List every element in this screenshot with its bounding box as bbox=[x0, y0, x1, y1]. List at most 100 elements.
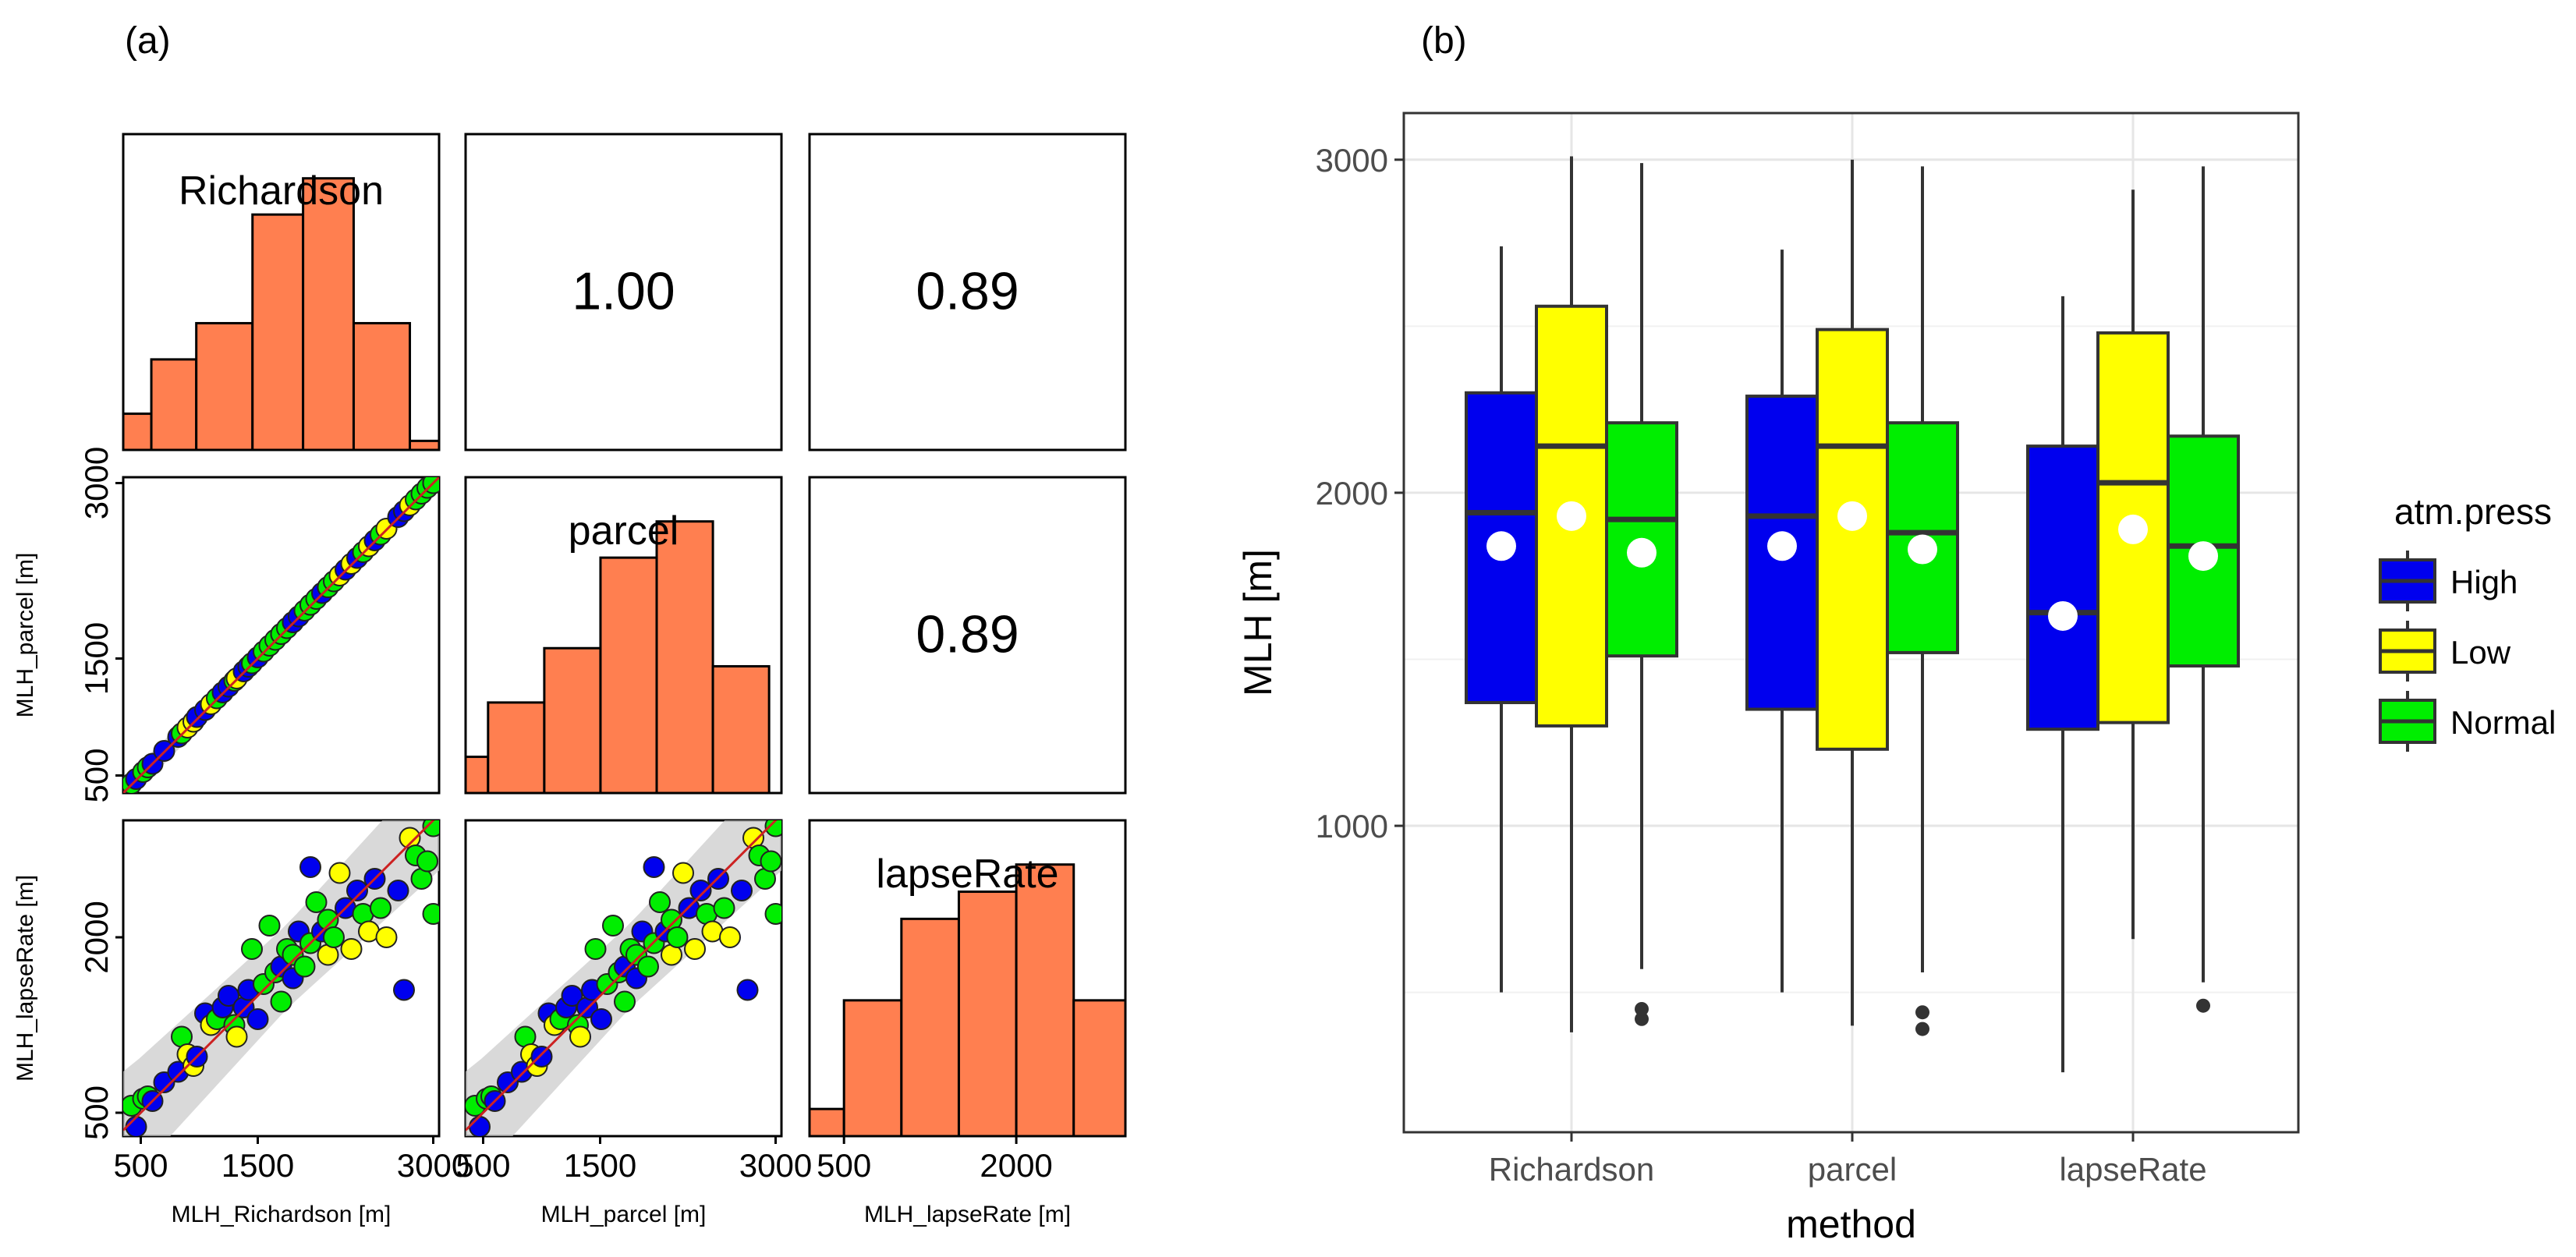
histogram-bar bbox=[808, 1107, 845, 1138]
mean-marker bbox=[1627, 537, 1657, 568]
histogram-bar bbox=[1015, 863, 1075, 1138]
scatter-point bbox=[637, 955, 659, 978]
scatter-point bbox=[643, 856, 665, 878]
histogram-bar bbox=[352, 321, 412, 451]
scatter-point bbox=[258, 915, 281, 937]
x-tick-label: 1500 bbox=[564, 1147, 636, 1184]
x-tick-label: parcel bbox=[1808, 1151, 1897, 1188]
mean-marker bbox=[1837, 501, 1867, 531]
histogram-bar bbox=[251, 213, 305, 451]
x-axis-title: MLH_lapseRate [m] bbox=[864, 1202, 1071, 1227]
mean-marker bbox=[1908, 534, 1937, 565]
mean-marker bbox=[1767, 531, 1797, 561]
scatter-point bbox=[370, 897, 392, 919]
x-axis-title: MLH_parcel [m] bbox=[541, 1202, 707, 1227]
x-axis-title: method bbox=[1786, 1202, 1916, 1246]
fit-line bbox=[123, 477, 439, 793]
outlier-point bbox=[1915, 1022, 1929, 1036]
histogram-bar bbox=[711, 664, 771, 795]
scatter-point bbox=[375, 926, 398, 948]
outlier-point bbox=[2196, 998, 2210, 1013]
correlation-value: 1.00 bbox=[572, 262, 675, 321]
box-lapseRate-High bbox=[2026, 444, 2099, 731]
panel-label-b: (b) bbox=[1421, 20, 1467, 62]
fit-line bbox=[466, 820, 778, 1131]
scatter-point bbox=[299, 856, 321, 878]
scatter-matrix: Richardson 1.00 0.89 parcel 0.89 lapseRate 500… bbox=[12, 133, 1127, 1227]
scatter-point bbox=[672, 862, 694, 884]
scatter-point bbox=[422, 903, 439, 925]
scatter-point bbox=[731, 880, 753, 901]
histogram-bar bbox=[122, 413, 153, 451]
scatter-point bbox=[225, 1025, 248, 1048]
matrix-panel-1-2 bbox=[808, 476, 1127, 795]
matrix-panel-0-1 bbox=[464, 133, 783, 451]
x-axis-title: MLH_Richardson [m] bbox=[172, 1202, 392, 1227]
histogram-bar bbox=[1072, 999, 1127, 1138]
boxplot-chart: 1000 2000 3000 Richardson parcel lapseRate met… bbox=[1236, 112, 2556, 1246]
x-tick-label: 1500 bbox=[221, 1147, 294, 1184]
scatter-point bbox=[246, 1008, 269, 1030]
scatter-point bbox=[125, 1116, 147, 1136]
scatter-panel-2-1 bbox=[466, 820, 781, 1136]
y-tick-label: 1500 bbox=[78, 622, 115, 695]
histogram-bar bbox=[150, 358, 198, 451]
correlation-value: 0.89 bbox=[916, 605, 1019, 664]
scatter-point bbox=[713, 897, 735, 919]
matrix-panel-0-2 bbox=[808, 133, 1127, 451]
scatter-point bbox=[569, 1025, 591, 1048]
legend-label-High: High bbox=[2450, 564, 2518, 600]
x-tick-label: lapseRate bbox=[2059, 1151, 2206, 1188]
mean-marker bbox=[2048, 600, 2078, 631]
x-tick-label: 3000 bbox=[739, 1147, 812, 1184]
legend-title: atm.press bbox=[2394, 491, 2552, 532]
panel-label-a: (a) bbox=[125, 20, 171, 62]
histogram-bar bbox=[842, 999, 903, 1138]
scatter-point bbox=[590, 1008, 612, 1030]
x-tick-label: 500 bbox=[455, 1147, 510, 1184]
scatter-point bbox=[614, 990, 636, 1013]
histogram-bar bbox=[599, 556, 658, 795]
scatter-point bbox=[270, 990, 292, 1013]
outlier-point bbox=[1635, 1011, 1649, 1026]
diag-label-Richardson: Richardson bbox=[179, 168, 384, 214]
scatter-point bbox=[293, 955, 316, 978]
y-tick-label: 1000 bbox=[1316, 808, 1388, 844]
mean-marker bbox=[1486, 531, 1516, 561]
scatter-point bbox=[666, 926, 689, 948]
histogram-bar bbox=[302, 177, 355, 451]
y-tick-label: 500 bbox=[78, 1085, 115, 1140]
scatter-point bbox=[305, 891, 328, 913]
scatter-point bbox=[422, 820, 439, 837]
y-axis-title: MLH_lapseRate [m] bbox=[12, 875, 38, 1082]
x-tick-label: 3000 bbox=[397, 1147, 469, 1184]
scatter-point bbox=[764, 903, 781, 925]
histogram-bar bbox=[464, 756, 490, 795]
x-tick-label: 500 bbox=[113, 1147, 168, 1184]
histogram-bar bbox=[409, 439, 441, 451]
scatter-point bbox=[719, 926, 741, 948]
diag-label-lapseRate: lapseRate bbox=[876, 852, 1058, 897]
outlier-point bbox=[1635, 1001, 1649, 1016]
y-tick-label: 500 bbox=[78, 748, 115, 802]
y-axis-title: MLH [m] bbox=[1236, 549, 1280, 696]
box-parcel-Low bbox=[1816, 328, 1889, 751]
x-tick-label: Richardson bbox=[1489, 1151, 1654, 1188]
scatter-point bbox=[416, 850, 438, 873]
y-tick-label: 2000 bbox=[1316, 475, 1388, 512]
scatter-panel-2-0 bbox=[123, 820, 439, 1136]
mean-marker bbox=[1557, 501, 1586, 531]
x-tick-label: 500 bbox=[817, 1147, 871, 1184]
scatter-point bbox=[218, 985, 239, 1007]
scatter-point bbox=[689, 880, 712, 901]
box-parcel-Normal bbox=[1886, 421, 1959, 654]
mean-marker bbox=[2118, 514, 2148, 544]
scatter-point bbox=[760, 850, 781, 873]
y-tick-label: 3000 bbox=[1316, 142, 1388, 179]
histogram-bar bbox=[195, 321, 254, 451]
correlation-value: 0.89 bbox=[916, 262, 1019, 321]
scatter-point bbox=[649, 891, 671, 913]
scatter-point bbox=[602, 915, 624, 937]
scatter-point bbox=[764, 820, 781, 837]
